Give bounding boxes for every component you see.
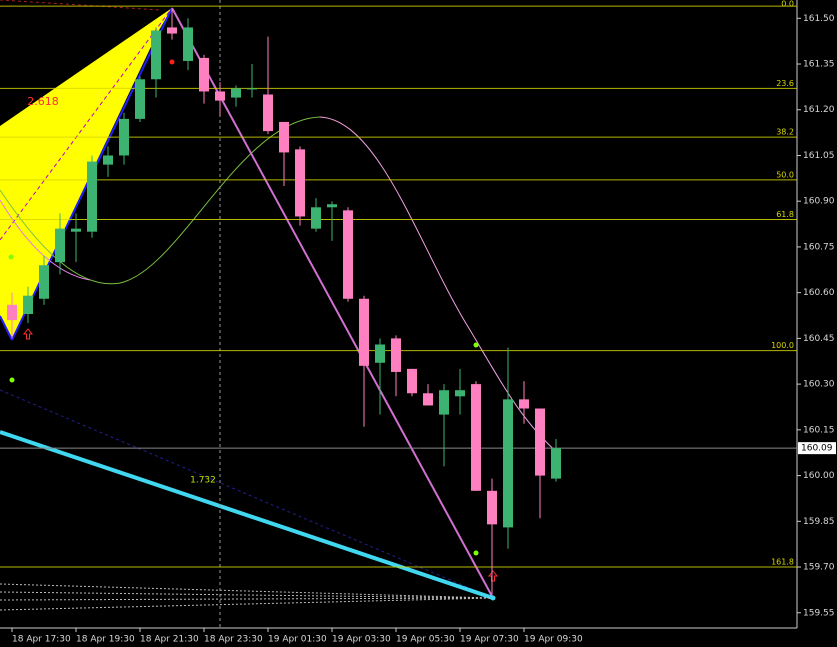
y-tick-label: 161.35 (803, 60, 835, 70)
annotation: 1.732 (190, 476, 216, 486)
candle-body (263, 94, 273, 132)
y-tick-label: 160.00 (803, 471, 835, 481)
candle-body (71, 228, 81, 232)
fib-label: 23.6 (776, 79, 794, 88)
candle-body (7, 304, 17, 321)
candle-body (375, 344, 385, 363)
pattern-line (0, 315, 13, 341)
x-tick-label: 18 Apr 19:30 (76, 635, 135, 645)
candle-body (183, 27, 193, 61)
candle-body (295, 149, 305, 217)
candle-body (455, 390, 465, 397)
signal-dot (473, 550, 479, 556)
candle-body (87, 161, 97, 232)
candle-body (535, 408, 545, 476)
candle-body (471, 384, 481, 491)
pattern-point (490, 595, 496, 601)
x-tick-label: 18 Apr 23:30 (204, 635, 263, 645)
y-tick-label: 159.85 (803, 517, 835, 527)
candle-body (519, 399, 529, 409)
candle-body (247, 88, 257, 90)
y-tick-label: 160.75 (803, 242, 835, 252)
candle-body (151, 30, 161, 80)
blue-dashed-line (0, 389, 494, 599)
fib-label: 61.8 (776, 210, 794, 219)
candle-body (215, 91, 225, 101)
y-tick-label: 160.60 (803, 288, 835, 298)
dotted-line (0, 583, 494, 599)
violet-line (171, 7, 494, 599)
candle-body (439, 390, 449, 415)
y-tick-label: 159.55 (803, 608, 835, 618)
fib-label: 161.8 (771, 558, 794, 567)
y-tick-label: 160.15 (803, 425, 835, 435)
pink-curve (319, 116, 561, 456)
x-tick-label: 19 Apr 09:30 (524, 635, 583, 645)
fib-label: 0.0 (781, 0, 794, 9)
x-tick-label: 18 Apr 17:30 (12, 635, 71, 645)
y-tick-label: 159.70 (803, 563, 835, 573)
pattern-fill (0, 8, 172, 340)
candle-body (167, 27, 177, 34)
signal-dot (473, 342, 479, 348)
candle-body (279, 121, 289, 153)
candle-body (135, 79, 145, 119)
y-tick-label: 160.45 (803, 334, 835, 344)
last-price-label: 160.09 (801, 444, 833, 454)
signal-dot (8, 254, 14, 260)
y-tick-label: 161.50 (803, 14, 835, 24)
candle-body (551, 448, 561, 479)
pattern-drawings (0, 0, 561, 628)
candle-body (231, 88, 241, 98)
y-tick-label: 161.20 (803, 105, 835, 115)
candle-body (199, 57, 209, 92)
candle-body (359, 298, 369, 366)
candle-body (119, 118, 129, 156)
candle-body (39, 265, 49, 299)
candle-body (423, 393, 433, 406)
candle-body (55, 228, 65, 263)
signal-dot (9, 377, 15, 383)
y-tick-label: 161.05 (803, 151, 835, 161)
x-tick-label: 19 Apr 07:30 (460, 635, 519, 645)
x-tick-label: 19 Apr 05:30 (396, 635, 455, 645)
up-arrow (487, 570, 499, 582)
y-tick-label: 160.30 (803, 380, 835, 390)
red-dashed-line (0, 0, 161, 11)
x-tick-label: 18 Apr 21:30 (140, 635, 199, 645)
candle-body (23, 295, 33, 314)
signal-dot (169, 59, 175, 65)
candle-body (391, 338, 401, 372)
candle-body (487, 490, 497, 525)
green-curve (0, 116, 321, 285)
candle-body (327, 204, 337, 208)
candle-body (103, 155, 113, 165)
y-tick-label: 160.90 (803, 197, 835, 207)
candle-body (343, 210, 353, 299)
last-price-box (798, 442, 836, 455)
fib-label: 100.0 (771, 341, 794, 350)
up-arrow (22, 328, 34, 340)
x-tick-label: 19 Apr 03:30 (332, 635, 391, 645)
fib-label: 38.2 (776, 128, 794, 137)
candle-body (407, 368, 417, 394)
fib-label: 50.0 (776, 170, 794, 179)
annotation: 2.618 (27, 95, 59, 108)
cyan-line (0, 430, 494, 600)
candle-body (503, 399, 513, 528)
pink-curve (0, 199, 91, 281)
pattern-dashed-line (0, 7, 173, 241)
dotted-line (0, 591, 494, 599)
x-tick-label: 19 Apr 01:30 (268, 635, 327, 645)
dotted-line (0, 597, 494, 601)
candle-body (311, 207, 321, 229)
